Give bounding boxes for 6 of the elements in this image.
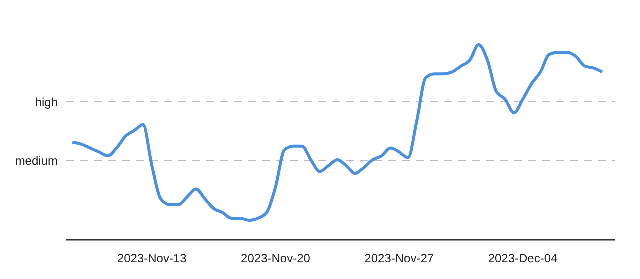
x-tick-label: 2023-Nov-27 [364, 252, 434, 266]
x-tick-label: 2023-Dec-04 [488, 252, 558, 266]
ref-line-label: high [35, 95, 58, 110]
x-tick-label: 2023-Nov-20 [241, 252, 311, 266]
x-tick-label: 2023-Nov-13 [117, 252, 188, 266]
ref-line-label: medium [15, 154, 58, 168]
